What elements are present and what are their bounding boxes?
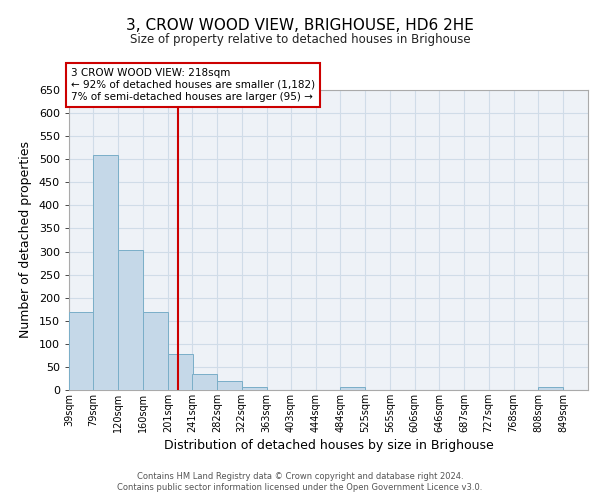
Bar bbox=[168, 354, 193, 390]
Bar bbox=[69, 312, 94, 390]
Text: 3, CROW WOOD VIEW, BRIGHOUSE, HD6 2HE: 3, CROW WOOD VIEW, BRIGHOUSE, HD6 2HE bbox=[126, 18, 474, 32]
Text: Contains HM Land Registry data © Crown copyright and database right 2024.: Contains HM Land Registry data © Crown c… bbox=[137, 472, 463, 481]
Bar bbox=[94, 154, 118, 390]
Y-axis label: Number of detached properties: Number of detached properties bbox=[19, 142, 32, 338]
Bar bbox=[118, 250, 143, 390]
Text: Contains public sector information licensed under the Open Government Licence v3: Contains public sector information licen… bbox=[118, 484, 482, 492]
Bar bbox=[242, 387, 266, 390]
Bar bbox=[143, 312, 168, 390]
X-axis label: Distribution of detached houses by size in Brighouse: Distribution of detached houses by size … bbox=[164, 439, 493, 452]
Bar bbox=[340, 387, 365, 390]
Text: 3 CROW WOOD VIEW: 218sqm
← 92% of detached houses are smaller (1,182)
7% of semi: 3 CROW WOOD VIEW: 218sqm ← 92% of detach… bbox=[71, 68, 315, 102]
Bar bbox=[192, 374, 217, 390]
Bar bbox=[217, 381, 242, 390]
Bar bbox=[538, 387, 563, 390]
Text: Size of property relative to detached houses in Brighouse: Size of property relative to detached ho… bbox=[130, 32, 470, 46]
